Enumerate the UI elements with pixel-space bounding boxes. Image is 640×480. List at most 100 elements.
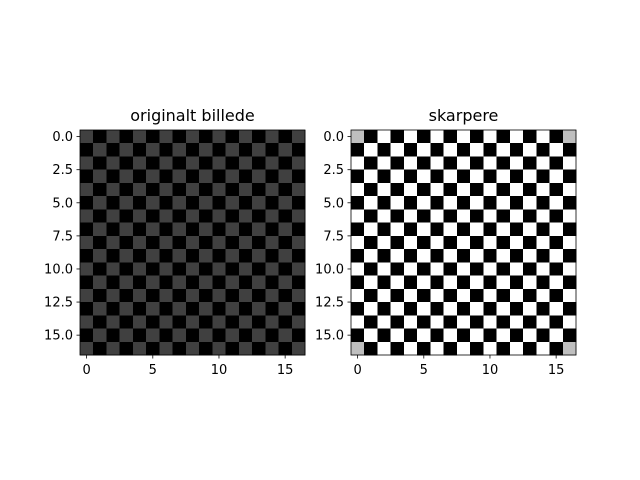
- image-cell: [364, 249, 378, 263]
- y-tick-label: 10.0: [315, 262, 344, 277]
- image-cell: [252, 222, 266, 237]
- image-cell: [351, 209, 365, 224]
- image-cell: [199, 249, 213, 263]
- image-cell: [93, 156, 107, 171]
- image-cell: [351, 328, 365, 343]
- image-cell: [403, 156, 418, 171]
- image-cell: [496, 341, 511, 356]
- image-cell: [496, 315, 511, 329]
- image-cell: [225, 288, 240, 303]
- image-cell: [509, 249, 524, 263]
- image-cell: [93, 196, 107, 210]
- image-cell: [119, 182, 134, 197]
- image-cell: [278, 315, 293, 329]
- x-tick-label: 15: [548, 363, 565, 378]
- image-cell: [417, 315, 431, 329]
- image-cell: [523, 156, 537, 171]
- image-cell: [185, 262, 200, 276]
- image-cell: [106, 262, 121, 276]
- image-cell: [403, 341, 418, 356]
- image-cell: [172, 130, 187, 144]
- image-cell: [549, 143, 564, 157]
- image-cell: [390, 130, 405, 144]
- image-cell: [132, 156, 147, 171]
- image-cell: [377, 209, 392, 224]
- image-cell: [351, 302, 365, 316]
- image-cell: [132, 262, 147, 276]
- image-cell: [536, 143, 550, 157]
- image-cell: [562, 302, 577, 316]
- image-cell: [390, 156, 405, 171]
- image-cell: [132, 130, 147, 144]
- image-cell: [536, 169, 550, 184]
- image-cell: [252, 315, 266, 329]
- image-cell: [119, 196, 134, 210]
- image-cell: [562, 130, 577, 144]
- image-cell: [106, 302, 121, 316]
- image-cell: [185, 315, 200, 329]
- image-cell: [159, 182, 174, 197]
- image-cell: [562, 288, 577, 303]
- image-cell: [377, 182, 392, 197]
- image-cell: [238, 222, 253, 237]
- image-cell: [443, 275, 458, 290]
- image-cell: [291, 182, 306, 197]
- image-cell: [132, 169, 147, 184]
- image-cell: [536, 302, 550, 316]
- image-cell: [106, 156, 121, 171]
- image-cell: [483, 315, 497, 329]
- image-cell: [364, 196, 378, 210]
- image-cell: [483, 169, 497, 184]
- image-cell: [278, 302, 293, 316]
- image-cell: [172, 156, 187, 171]
- image-cell: [509, 130, 524, 144]
- image-cell: [390, 341, 405, 356]
- image-cell: [225, 315, 240, 329]
- image-cell: [496, 328, 511, 343]
- image-cell: [377, 302, 392, 316]
- image-cell: [146, 249, 160, 263]
- image-cell: [159, 143, 174, 157]
- image-cell: [536, 130, 550, 144]
- image-cell: [430, 169, 445, 184]
- image-cell: [483, 341, 497, 356]
- image-cell: [443, 182, 458, 197]
- image-cell: [291, 315, 306, 329]
- image-cell: [456, 302, 471, 316]
- image-cell: [159, 288, 174, 303]
- image-cell: [225, 209, 240, 224]
- image-cell: [523, 143, 537, 157]
- image-cell: [483, 222, 497, 237]
- image-cell: [417, 341, 431, 356]
- image-cell: [185, 169, 200, 184]
- image-cell: [93, 130, 107, 144]
- image-cell: [185, 130, 200, 144]
- image-cell: [146, 275, 160, 290]
- image-cell: [265, 288, 279, 303]
- image-cell: [523, 169, 537, 184]
- image-cell: [225, 235, 240, 250]
- image-cell: [364, 288, 378, 303]
- image-cell: [225, 328, 240, 343]
- image-cell: [351, 182, 365, 197]
- image-cell: [80, 196, 94, 210]
- image-cell: [159, 302, 174, 316]
- image-cell: [496, 302, 511, 316]
- image-cell: [278, 249, 293, 263]
- image-cell: [523, 275, 537, 290]
- x-tick-label: 5: [149, 363, 157, 378]
- image-cell: [443, 341, 458, 356]
- image-cell: [238, 209, 253, 224]
- image-cell: [172, 249, 187, 263]
- image-cell: [238, 328, 253, 343]
- image-cell: [456, 235, 471, 250]
- image-cell: [417, 182, 431, 197]
- image-cell: [377, 315, 392, 329]
- image-cell: [562, 169, 577, 184]
- image-cell: [172, 288, 187, 303]
- image-cell: [172, 328, 187, 343]
- image-cell: [456, 143, 471, 157]
- image-cell: [185, 302, 200, 316]
- y-tick-label: 7.5: [323, 229, 344, 244]
- image-cell: [93, 328, 107, 343]
